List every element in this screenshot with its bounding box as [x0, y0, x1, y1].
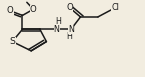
- Text: Cl: Cl: [111, 3, 119, 12]
- Text: N: N: [54, 25, 59, 34]
- Text: O: O: [66, 3, 73, 12]
- Text: S: S: [9, 37, 15, 46]
- Text: N: N: [68, 25, 74, 34]
- Text: H: H: [55, 17, 61, 26]
- Text: H: H: [67, 32, 72, 41]
- Text: O: O: [7, 6, 13, 15]
- Text: O: O: [30, 5, 37, 14]
